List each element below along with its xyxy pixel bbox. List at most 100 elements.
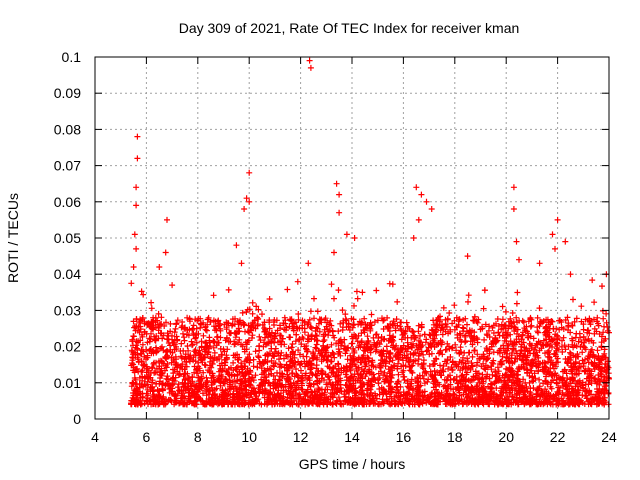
data-point bbox=[307, 308, 314, 315]
data-point bbox=[460, 325, 467, 332]
data-point bbox=[202, 348, 209, 355]
data-point bbox=[474, 351, 481, 358]
data-point bbox=[165, 340, 172, 346]
data-point bbox=[490, 322, 497, 329]
data-point bbox=[419, 400, 426, 407]
data-point bbox=[510, 206, 517, 212]
data-point bbox=[191, 348, 198, 355]
data-point bbox=[465, 292, 472, 299]
data-point bbox=[155, 394, 162, 401]
data-point bbox=[250, 385, 257, 392]
data-point bbox=[258, 376, 265, 383]
data-point bbox=[211, 392, 217, 399]
data-point bbox=[494, 316, 501, 322]
data-point bbox=[526, 379, 533, 386]
data-point bbox=[321, 377, 327, 383]
data-point bbox=[553, 401, 560, 408]
data-point bbox=[263, 373, 270, 380]
data-point bbox=[257, 382, 264, 388]
data-point bbox=[148, 385, 155, 392]
data-point bbox=[581, 367, 588, 374]
data-point bbox=[200, 400, 207, 407]
data-point bbox=[271, 363, 278, 370]
data-point bbox=[588, 380, 595, 387]
data-point bbox=[158, 372, 165, 379]
data-point bbox=[156, 363, 163, 370]
data-point bbox=[299, 382, 305, 389]
data-point bbox=[291, 373, 298, 380]
data-point bbox=[552, 341, 559, 348]
data-point bbox=[270, 372, 277, 379]
data-point bbox=[374, 339, 381, 346]
data-point bbox=[250, 363, 257, 370]
data-point bbox=[451, 326, 458, 333]
data-point bbox=[388, 363, 395, 370]
data-point bbox=[195, 330, 202, 337]
data-point bbox=[503, 387, 510, 394]
data-point bbox=[368, 311, 375, 318]
data-point bbox=[249, 320, 256, 327]
data-point bbox=[181, 381, 188, 387]
data-point bbox=[247, 382, 254, 389]
data-point bbox=[135, 399, 141, 406]
data-point bbox=[288, 395, 295, 402]
data-point bbox=[577, 363, 584, 370]
data-point bbox=[450, 376, 457, 383]
data-point bbox=[295, 347, 302, 354]
data-point bbox=[426, 363, 433, 369]
data-point bbox=[513, 238, 520, 245]
data-point bbox=[564, 356, 571, 362]
data-point bbox=[426, 395, 433, 402]
data-point bbox=[280, 320, 287, 327]
data-point bbox=[135, 356, 142, 363]
data-point bbox=[278, 341, 285, 348]
data-point bbox=[225, 338, 232, 345]
data-point bbox=[204, 349, 211, 356]
data-point bbox=[249, 374, 256, 381]
data-point bbox=[596, 385, 603, 392]
data-point bbox=[524, 388, 531, 395]
data-point bbox=[218, 360, 225, 367]
data-point bbox=[335, 328, 342, 335]
data-point bbox=[242, 328, 248, 335]
data-point bbox=[561, 367, 568, 374]
data-point bbox=[509, 359, 516, 366]
data-point bbox=[502, 347, 509, 354]
data-point bbox=[272, 385, 279, 392]
data-point bbox=[297, 393, 304, 400]
data-point bbox=[323, 344, 330, 351]
data-point bbox=[322, 349, 329, 356]
data-point bbox=[306, 57, 313, 64]
data-point bbox=[445, 365, 452, 372]
data-point bbox=[177, 364, 183, 371]
data-point bbox=[180, 330, 186, 337]
data-point bbox=[547, 383, 554, 390]
data-point bbox=[387, 368, 394, 375]
data-point bbox=[410, 235, 417, 241]
data-point bbox=[555, 397, 562, 404]
data-point bbox=[304, 348, 311, 355]
data-point bbox=[298, 375, 304, 382]
data-point bbox=[255, 354, 262, 361]
data-point bbox=[177, 348, 184, 354]
data-point bbox=[285, 345, 292, 352]
data-point bbox=[481, 365, 488, 372]
data-point bbox=[565, 323, 572, 330]
data-point bbox=[393, 316, 400, 323]
data-point bbox=[573, 380, 580, 387]
data-point bbox=[588, 359, 595, 366]
data-point bbox=[139, 393, 146, 400]
data-point bbox=[233, 242, 240, 249]
data-point bbox=[174, 384, 181, 391]
data-point bbox=[423, 370, 430, 377]
data-point bbox=[214, 376, 221, 383]
data-point bbox=[128, 400, 135, 407]
data-point bbox=[427, 368, 434, 375]
data-point bbox=[531, 356, 538, 363]
data-point bbox=[564, 314, 571, 321]
data-point bbox=[478, 376, 485, 383]
data-point bbox=[408, 363, 415, 370]
data-point bbox=[462, 315, 469, 322]
data-point bbox=[193, 370, 200, 377]
data-point bbox=[428, 326, 435, 333]
